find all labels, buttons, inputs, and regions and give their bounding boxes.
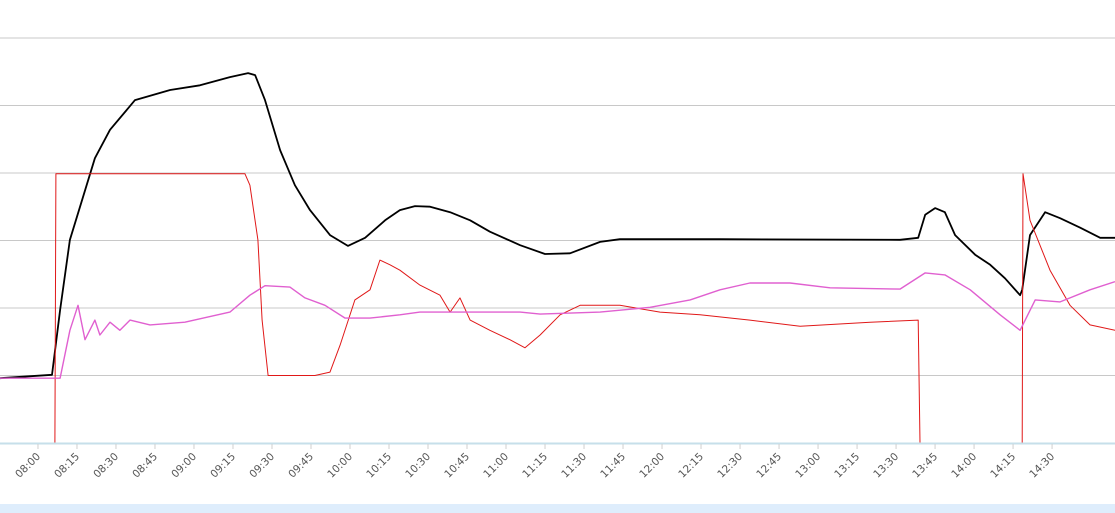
bottom-scroll-band — [0, 504, 1115, 513]
x-tick-label: 09:45 — [286, 451, 316, 481]
x-tick-label: 08:15 — [52, 451, 82, 481]
x-tick-label: 12:15 — [676, 451, 706, 481]
x-tick-label: 10:15 — [364, 451, 394, 481]
series-line-magenta — [0, 272, 1115, 379]
series-line-black — [0, 72, 1115, 380]
gridlines — [0, 37, 1115, 376]
x-tick-label: 13:00 — [793, 451, 823, 481]
series-group — [0, 72, 1115, 444]
x-tick-label: 14:00 — [949, 451, 979, 481]
x-tick-label: 14:30 — [1027, 451, 1057, 481]
x-tick-label: 12:30 — [715, 451, 745, 481]
x-tick-label: 11:30 — [559, 451, 589, 481]
x-tick-label: 08:00 — [13, 451, 43, 481]
x-tick-label: 09:00 — [169, 451, 199, 481]
x-tick-label: 13:30 — [871, 451, 901, 481]
x-tick-label: 08:45 — [130, 451, 160, 481]
x-tick-label: 12:00 — [637, 451, 667, 481]
x-tick-label: 11:00 — [481, 451, 511, 481]
x-tick-label: 13:15 — [832, 451, 862, 481]
x-tick-label: 09:30 — [247, 451, 277, 481]
x-axis-ticks: 08:00 08:15 08:30 08:45 09:00 09:15 09:30 09:45… — [13, 444, 1057, 481]
x-tick-label: 10:45 — [442, 451, 472, 481]
x-tick-label: 08:30 — [91, 451, 121, 481]
x-tick-label: 11:45 — [598, 451, 628, 481]
x-tick-label: 12:45 — [754, 451, 784, 481]
x-tick-label: 10:00 — [325, 451, 355, 481]
x-tick-label: 09:15 — [208, 451, 238, 481]
x-tick-label: 14:15 — [988, 451, 1018, 481]
x-tick-label: 10:30 — [403, 451, 433, 481]
x-tick-label: 13:45 — [910, 451, 940, 481]
x-tick-label: 11:15 — [520, 451, 550, 481]
